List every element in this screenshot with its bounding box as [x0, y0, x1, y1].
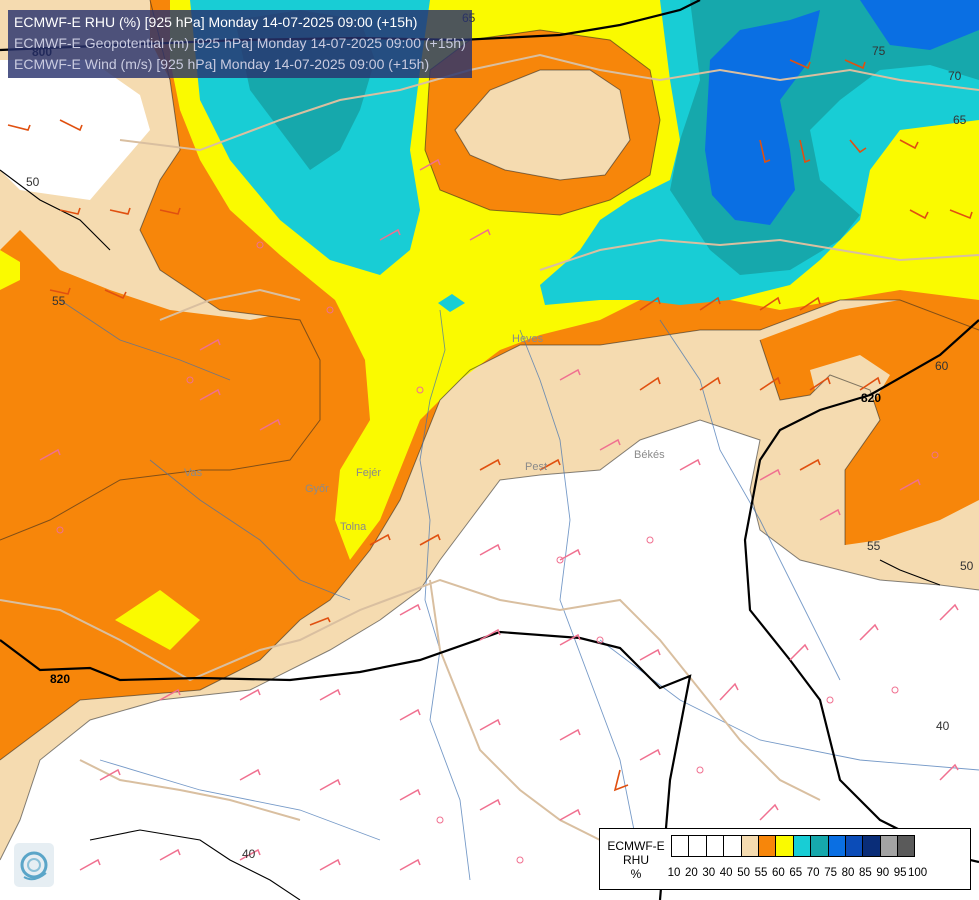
legend-swatch [723, 835, 742, 857]
legend-tick-label: 95 [893, 867, 907, 879]
place-label: Heves [512, 333, 544, 345]
contour-label: 55 [867, 539, 881, 553]
place-label: Tolna [340, 521, 367, 533]
rhu-60-65-area [115, 590, 200, 650]
rhu-75-80-area [705, 10, 820, 225]
legend-tick-label: 55 [754, 867, 768, 879]
legend-tick-label: 65 [789, 867, 803, 879]
legend-tick-label: 90 [876, 867, 890, 879]
place-label: Fejér [356, 467, 381, 479]
contour-label: 55 [52, 294, 66, 308]
legend-swatch [827, 835, 846, 857]
place-label: Vas [184, 467, 203, 479]
legend-swatch [688, 835, 707, 857]
legend-color-bar [671, 835, 916, 857]
contour-label: 65 [953, 113, 967, 127]
legend-tick-label: 50 [737, 867, 750, 879]
legend-swatch [810, 835, 829, 857]
country-borders [0, 53, 979, 861]
contour-label: 75 [872, 44, 886, 58]
place-label: Pest [525, 461, 547, 473]
legend-tick-label: 75 [824, 867, 837, 879]
legend-swatch [844, 835, 864, 857]
contour-label: 820 [50, 672, 70, 686]
wind-calm-markers [56, 241, 939, 864]
rhu-title: ECMWF-E RHU (%) [925 hPa] Monday 14-07-2… [14, 14, 418, 30]
contour-label: 60 [935, 359, 949, 373]
place-labels: Vas Győr Fejér Tolna Pest Békés Heves [184, 333, 665, 533]
legend-tick-label: 85 [858, 867, 872, 879]
legend-tick-label: 100 [908, 867, 928, 879]
geopotential-title: ECMWF-E Geopotential (m) [925 hPa] Monda… [14, 35, 466, 51]
legend-tick-label: 70 [806, 867, 820, 879]
legend-swatch [757, 835, 777, 857]
legend-swatch [879, 835, 899, 857]
map-title-box: ECMWF-E RHU (%) [925 hPa] Monday 14-07-2… [8, 10, 472, 78]
legend-swatch [705, 835, 725, 857]
legend-tick-label: 40 [719, 867, 733, 879]
legend-swatch [671, 835, 690, 857]
place-label: Békés [634, 449, 665, 461]
rhu-contour-lines [0, 0, 979, 861]
legend-tick-label: 10 [667, 867, 681, 879]
ecmwf-logo-icon [14, 843, 54, 887]
wind-barbs-strong [7, 59, 973, 792]
color-legend: ECMWF-E RHU % 10 20 30 40 50 55 60 65 70 75 80 85 90… [599, 828, 971, 890]
legend-tick-label: 30 [702, 867, 716, 879]
legend-swatch [775, 835, 794, 857]
legend-swatch [740, 835, 759, 857]
legend-swatch [897, 835, 916, 857]
legend-tick-label: 20 [684, 867, 698, 879]
contour-label: 50 [26, 175, 40, 189]
rhu-50-55-area [810, 355, 890, 400]
legend-tick-label: 80 [841, 867, 855, 879]
legend-title: ECMWF-E RHU % [607, 839, 665, 881]
legend-tick-label: 60 [771, 867, 785, 879]
wind-barbs [39, 158, 959, 871]
place-label: Győr [305, 483, 329, 495]
wind-title: ECMWF-E Wind (m/s) [925 hPa] Monday 14-0… [14, 56, 430, 72]
rhu-55-60-area [760, 300, 979, 545]
legend-swatch [862, 835, 881, 857]
contour-label: 70 [948, 69, 962, 83]
rhu-60-65-area [0, 250, 20, 290]
rivers [59, 299, 979, 881]
rhu-65-70-area [438, 294, 465, 312]
contour-label: 820 [861, 391, 881, 405]
rhu-below-50-area [0, 60, 150, 200]
rhu-50-55-area [455, 70, 630, 180]
contour-label: 50 [960, 559, 974, 573]
contour-label: 40 [242, 847, 256, 861]
legend-swatch [792, 835, 812, 857]
rhu-75-80-area [860, 0, 979, 50]
contour-label: 40 [936, 719, 950, 733]
